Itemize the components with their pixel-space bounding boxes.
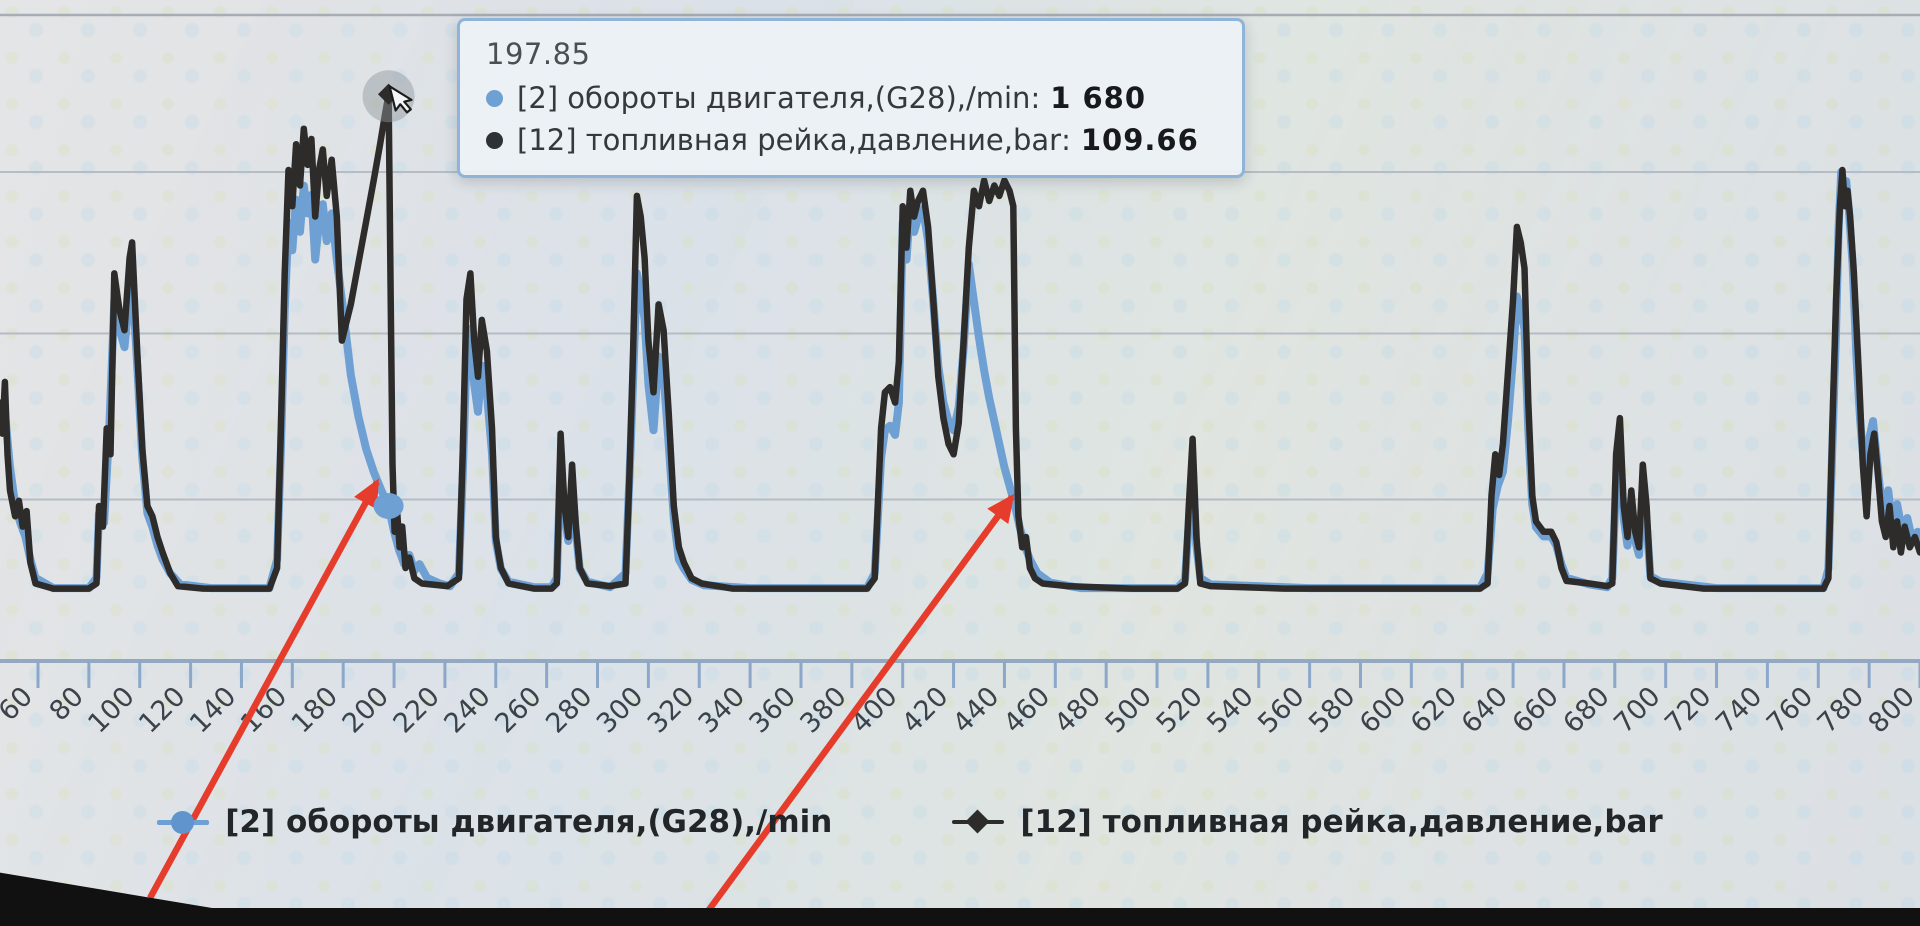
tooltip-rpm-label: [2] обороты двигателя,(G28),/min — [517, 81, 1031, 115]
x-tick-label: 640 — [1456, 681, 1514, 739]
x-tick-label: 240 — [438, 681, 496, 739]
x-tick-label: 520 — [1150, 681, 1208, 739]
x-tick-label: 100 — [82, 681, 140, 739]
x-tick-label: 420 — [896, 681, 954, 739]
tooltip-rail-label: [12] топливная рейка,давление,bar — [517, 123, 1062, 157]
black-dot-icon — [486, 131, 503, 149]
x-tick-label: 800 — [1863, 681, 1920, 739]
x-tick-label: 560 — [1252, 681, 1310, 739]
x-tick-label: 200 — [337, 681, 395, 739]
x-tick-label: 500 — [1100, 681, 1158, 739]
marked-point-dot — [373, 492, 404, 519]
tooltip-row-rpm: [2] обороты двигателя,(G28),/min : 1 680 — [486, 81, 1216, 115]
x-tick-label: 720 — [1659, 681, 1717, 739]
series-lines — [0, 91, 1920, 593]
x-tick-label: 480 — [1049, 681, 1107, 739]
x-tick-label: 320 — [642, 681, 700, 739]
x-tick-label: 300 — [591, 681, 649, 739]
x-tick-label: 60 — [0, 681, 39, 727]
x-tick-label: 680 — [1557, 681, 1615, 739]
x-tick-label: 460 — [998, 681, 1056, 739]
x-tick-label: 700 — [1608, 681, 1666, 739]
series-rail-pressure-line — [0, 91, 1920, 592]
x-tick-label: 140 — [184, 681, 242, 739]
x-tick-label: 260 — [489, 681, 547, 739]
legend-label-engine-rpm: [2] обороты двигателя,(G28),/min — [225, 804, 833, 840]
x-tick-label: 620 — [1405, 681, 1463, 739]
x-tick-label: 540 — [1201, 681, 1259, 739]
x-tick-label: 120 — [133, 681, 191, 739]
x-tick-label: 220 — [387, 681, 445, 739]
x-tick-label: 360 — [744, 681, 802, 739]
red-arrow-annotation — [697, 493, 1015, 924]
x-tick-label: 440 — [947, 681, 1005, 739]
x-axis: 60 80100120140160180200220240260280300320… — [0, 659, 1920, 739]
x-tick-label: 180 — [286, 681, 344, 739]
tooltip-row-rail: [12] топливная рейка,давление,bar : 109.… — [486, 123, 1216, 157]
blue-dot-icon — [486, 89, 503, 107]
x-tick-label: 580 — [1303, 681, 1361, 739]
diamond-marker-icon — [952, 809, 1005, 834]
legend-item-rail-pressure[interactable]: [12] топливная рейка,давление,bar — [952, 804, 1663, 840]
tooltip-rpm-value: 1 680 — [1050, 81, 1147, 115]
x-tick-label: 600 — [1354, 681, 1412, 739]
tooltip-separator: : — [1061, 123, 1071, 157]
x-tick-label: 740 — [1710, 681, 1768, 739]
marked-point-group — [362, 70, 415, 519]
x-tick-label: 80 — [44, 681, 90, 727]
tooltip-separator: : — [1030, 81, 1041, 115]
legend: [2] обороты двигателя,(G28),/min [12] то… — [0, 804, 1820, 840]
legend-label-rail-pressure: [12] топливная рейка,давление,bar — [1020, 804, 1663, 840]
legend-item-engine-rpm[interactable]: [2] обороты двигателя,(G28),/min — [157, 804, 832, 840]
tooltip: 197.85 [2] обороты двигателя,(G28),/min … — [457, 18, 1245, 178]
screen-bezel — [0, 908, 1920, 926]
circle-marker-icon — [157, 810, 210, 834]
x-tick-label: 780 — [1812, 681, 1870, 739]
x-tick-label: 340 — [693, 681, 751, 739]
tooltip-rail-value: 109.66 — [1080, 123, 1199, 157]
tooltip-time: 197.85 — [486, 37, 591, 71]
x-tick-label: 280 — [540, 681, 598, 739]
x-tick-label: 760 — [1761, 681, 1819, 739]
x-tick-label: 660 — [1507, 681, 1565, 739]
cursor-pointer-icon — [388, 85, 413, 114]
